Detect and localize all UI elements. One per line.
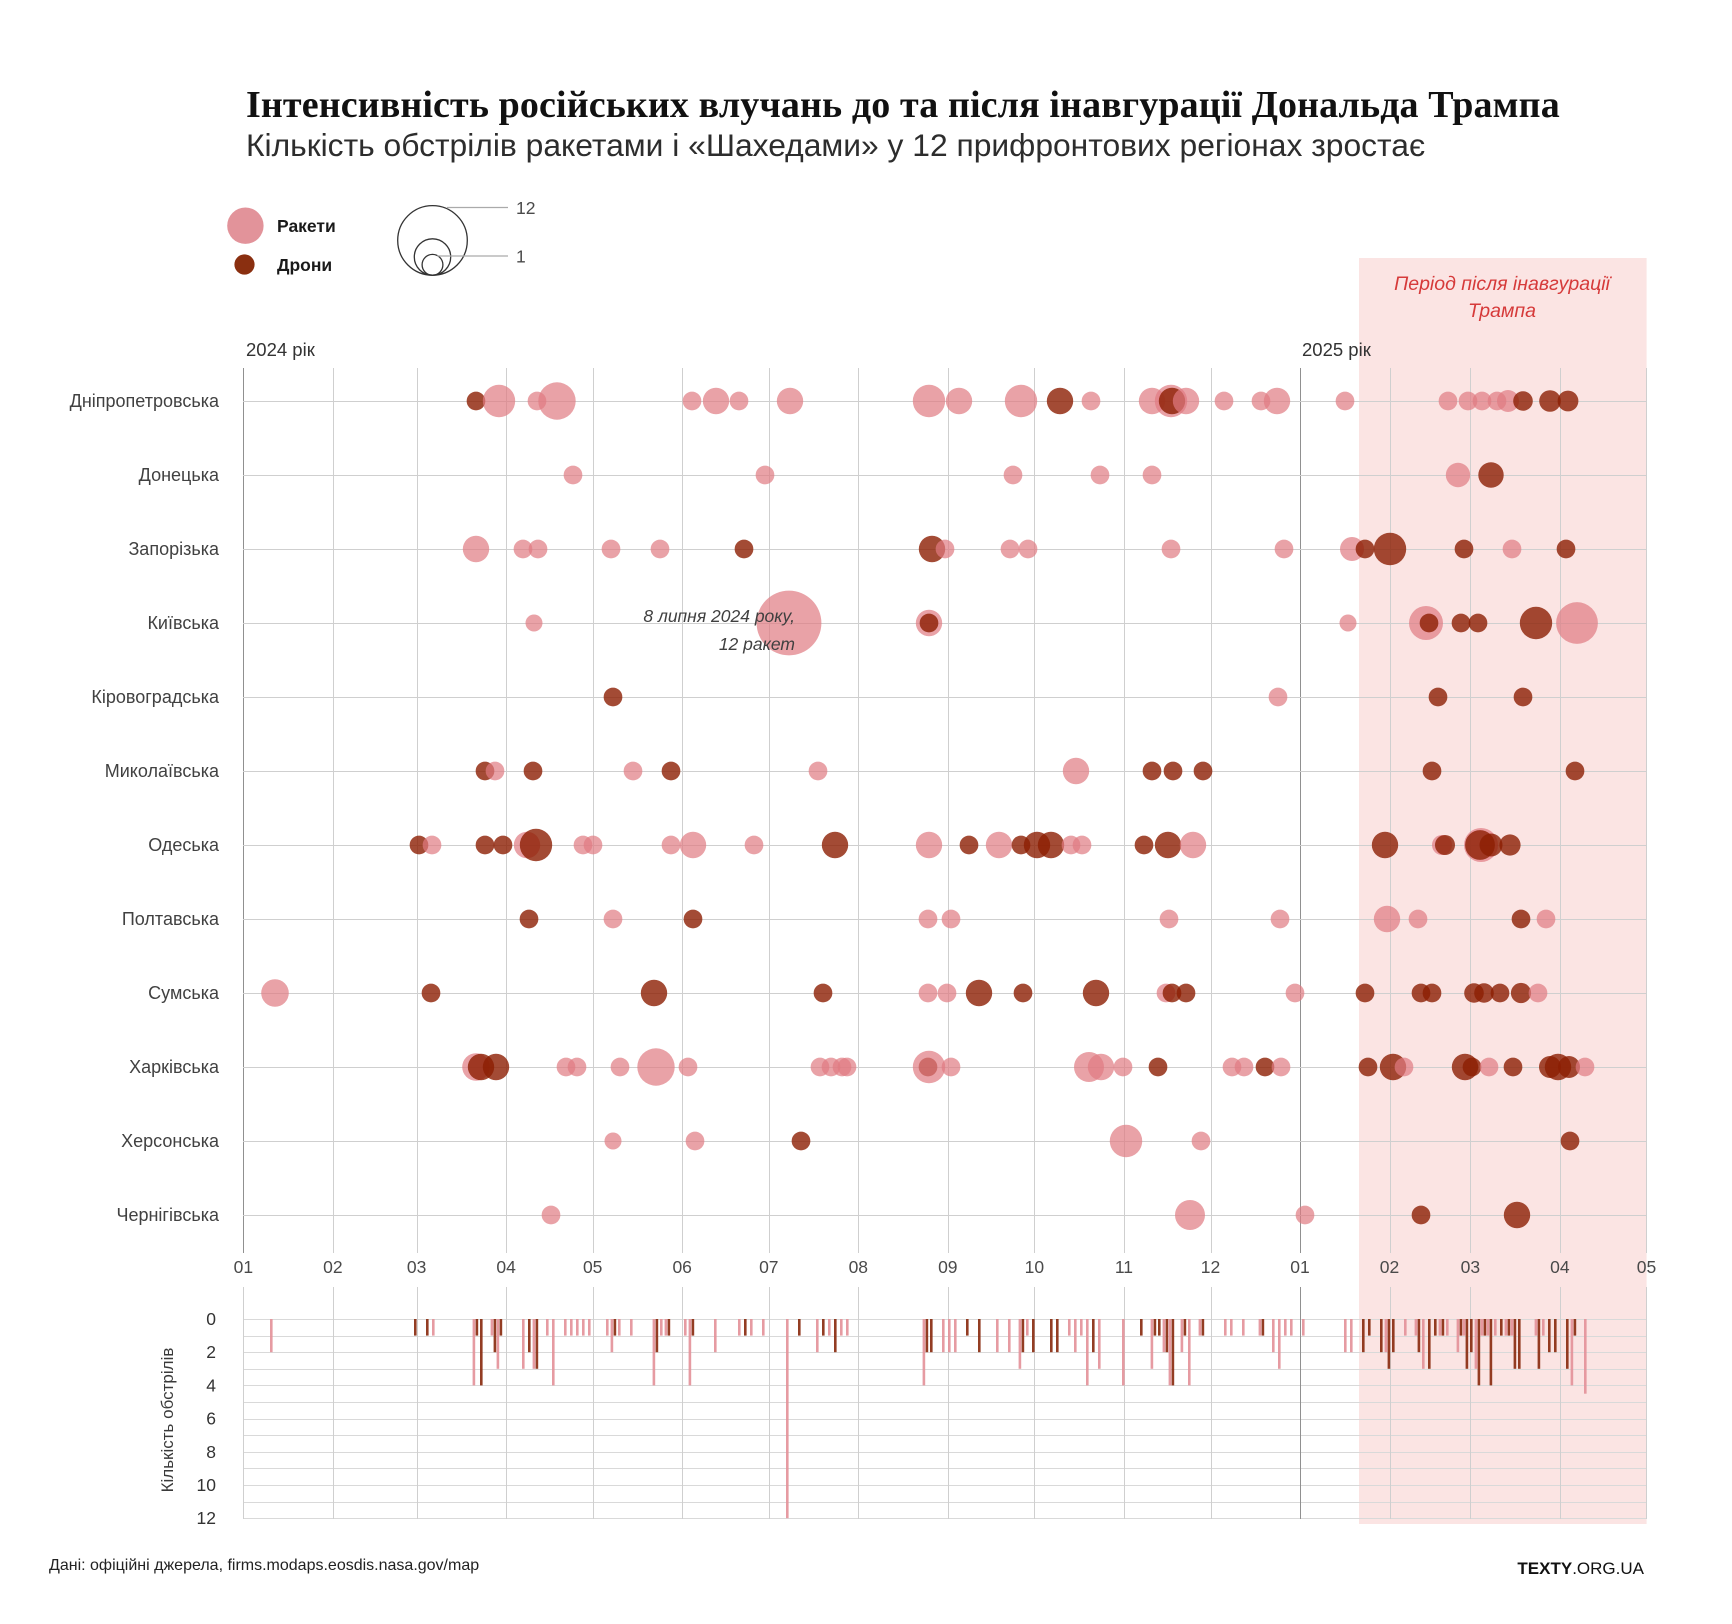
svg-text:Одеська: Одеська: [148, 835, 220, 855]
svg-text:Чернігівська: Чернігівська: [116, 1205, 220, 1225]
svg-text:10: 10: [197, 1475, 217, 1495]
svg-text:Харківська: Харківська: [129, 1057, 220, 1077]
svg-text:4: 4: [206, 1375, 216, 1395]
svg-text:05: 05: [1637, 1257, 1656, 1277]
svg-text:Інтенсивність російських влуча: Інтенсивність російських влучань до та п…: [246, 84, 1560, 126]
svg-text:08: 08: [849, 1257, 868, 1277]
svg-text:Дрони: Дрони: [277, 255, 332, 275]
svg-text:0: 0: [206, 1309, 216, 1329]
svg-text:Сумська: Сумська: [148, 983, 220, 1003]
svg-text:03: 03: [1461, 1257, 1480, 1277]
svg-text:Кіровоградська: Кіровоградська: [91, 687, 220, 707]
svg-text:TEXTY.ORG.UA: TEXTY.ORG.UA: [1517, 1559, 1644, 1578]
svg-text:10: 10: [1025, 1257, 1045, 1277]
svg-text:Кількість обстрілів ракетами і: Кількість обстрілів ракетами і «Шахедами…: [246, 127, 1425, 163]
svg-text:Запорізька: Запорізька: [128, 539, 220, 559]
svg-text:01: 01: [234, 1257, 253, 1277]
svg-text:6: 6: [206, 1409, 216, 1429]
svg-text:12 ракет: 12 ракет: [719, 634, 795, 654]
svg-text:09: 09: [938, 1257, 957, 1277]
svg-text:04: 04: [496, 1257, 516, 1277]
svg-text:Херсонська: Херсонська: [121, 1131, 220, 1151]
svg-text:01: 01: [1290, 1257, 1309, 1277]
svg-text:Дані: офіційні джерела, firms.: Дані: офіційні джерела, firms.modaps.eos…: [49, 1557, 479, 1574]
svg-text:Київська: Київська: [147, 613, 220, 633]
svg-text:02: 02: [323, 1257, 342, 1277]
svg-text:1: 1: [516, 247, 526, 267]
svg-text:06: 06: [672, 1257, 691, 1277]
svg-text:Дніпропетровська: Дніпропетровська: [70, 391, 220, 411]
svg-text:12: 12: [1201, 1257, 1220, 1277]
svg-text:2024 рік: 2024 рік: [246, 339, 316, 360]
svg-text:Миколаївська: Миколаївська: [105, 761, 220, 781]
svg-text:04: 04: [1550, 1257, 1570, 1277]
svg-text:2: 2: [206, 1342, 216, 1362]
svg-text:8: 8: [206, 1442, 216, 1462]
svg-text:05: 05: [583, 1257, 602, 1277]
svg-text:2025 рік: 2025 рік: [1302, 339, 1372, 360]
svg-text:Період після інавгурації: Період після інавгурації: [1394, 273, 1612, 295]
svg-text:12: 12: [197, 1508, 216, 1528]
svg-text:Кількість обстрілів: Кількість обстрілів: [158, 1348, 177, 1493]
svg-text:Донецька: Донецька: [139, 465, 220, 485]
svg-text:Полтавська: Полтавська: [122, 909, 220, 929]
svg-text:8 липня 2024 року,: 8 липня 2024 року,: [643, 606, 795, 626]
svg-text:07: 07: [759, 1257, 778, 1277]
svg-text:11: 11: [1115, 1257, 1133, 1277]
svg-text:02: 02: [1380, 1257, 1399, 1277]
svg-text:12: 12: [516, 198, 535, 218]
svg-text:Ракети: Ракети: [277, 216, 336, 236]
svg-text:03: 03: [407, 1257, 426, 1277]
svg-text:Трампа: Трампа: [1468, 300, 1536, 322]
